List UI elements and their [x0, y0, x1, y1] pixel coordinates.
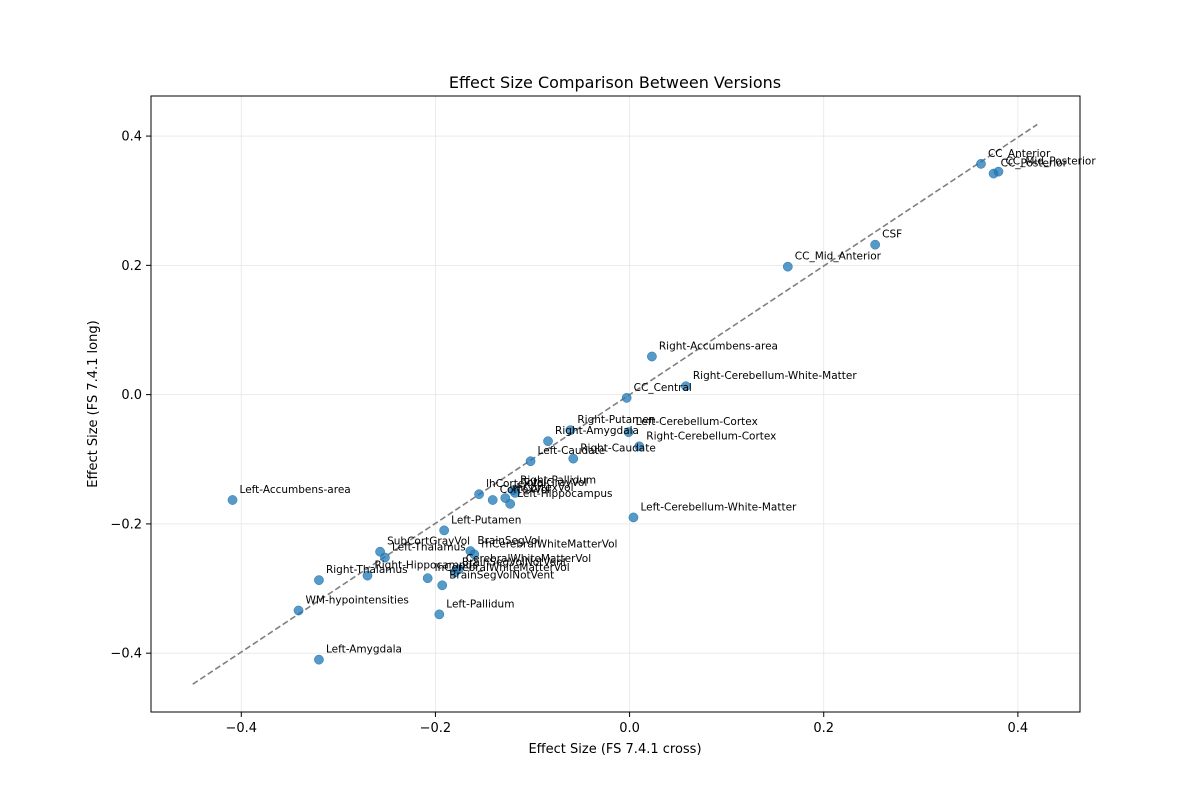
data-point [568, 453, 579, 464]
point-label: Left-Putamen [451, 514, 521, 526]
point-label: Right-Cerebellum-White-Matter [693, 370, 857, 382]
x-axis-title: Effect Size (FS 7.4.1 cross) [528, 742, 701, 757]
point-label: Left-Amygdala [326, 644, 402, 656]
x-tick-label: 0.0 [619, 721, 640, 736]
data-point [565, 425, 576, 436]
point-label: Left-Thalamus [392, 542, 466, 554]
point-label: CC_Anterior [988, 148, 1051, 160]
point-label: Left-Cerebellum-White-Matter [640, 501, 797, 513]
point-label: Right-Hippocampus [374, 560, 477, 572]
x-tick-label: 0.2 [813, 721, 834, 736]
grid-lines [151, 96, 1080, 712]
y-tick-label: 0.4 [121, 130, 142, 145]
data-point [437, 580, 448, 591]
point-label: Right-Putamen [577, 414, 655, 426]
point-label: Left-Pallidum [446, 598, 514, 610]
data-point [988, 168, 999, 179]
point-label: CC_Mid_Anterior [795, 251, 882, 263]
data-point [487, 495, 498, 505]
point-label: Right-Amygdala [555, 425, 639, 437]
point-label: SubCortGrayVol [387, 536, 470, 548]
plot-frame [150, 95, 1081, 713]
x-tick-label: −0.4 [225, 721, 257, 736]
chart-title: Effect Size Comparison Between Versions [449, 73, 781, 92]
identity-reference-line [192, 123, 1038, 685]
x-tick-label: 0.4 [1008, 721, 1029, 736]
x-tick-label: −0.2 [420, 721, 452, 736]
points-layer [227, 159, 1004, 665]
point-label: Left-Accumbens-area [240, 484, 351, 496]
data-point [505, 499, 516, 509]
y-axis-title: Effect Size (FS 7.4.1 long) [86, 320, 101, 487]
data-point [380, 552, 390, 563]
data-point [782, 261, 793, 272]
y-tick-label: 0.2 [121, 259, 142, 274]
point-label: rhCortexVol [512, 482, 573, 494]
data-point [621, 393, 632, 403]
point-label: BrainSegVolNotVent [449, 569, 554, 581]
point-label: Left-Caudate [538, 445, 606, 457]
data-point [870, 239, 881, 250]
point-label: TotalGrayVol [521, 477, 587, 489]
point-label: WM-hypointensities [306, 595, 409, 607]
point-label: CC_Posterior [1001, 158, 1068, 170]
y-tick-label: −0.4 [110, 647, 142, 662]
point-label: Right-Caudate [580, 443, 656, 455]
y-tick-label: 0.0 [121, 388, 142, 403]
data-point [525, 456, 536, 467]
data-point [628, 512, 639, 523]
data-point [293, 605, 304, 616]
point-label: BrainSegVolNotVent [462, 556, 567, 568]
data-point [510, 488, 520, 498]
reference-line-layer [192, 123, 1038, 685]
point-label: CC_Central [634, 382, 692, 394]
point-label: CerebralWhiteMatterVol [466, 553, 591, 565]
data-point [439, 525, 450, 536]
data-point [976, 159, 986, 169]
data-point [623, 427, 634, 437]
y-tick-label: −0.2 [110, 517, 142, 532]
point-label: Right-Pallidum [520, 474, 596, 486]
data-point [227, 495, 238, 505]
data-point [314, 654, 324, 665]
data-point [647, 351, 657, 362]
point-label: CSF [882, 229, 902, 241]
point-label: Left-Cerebellum-Cortex [636, 416, 758, 428]
point-label: CC_Mid_Posterior [1005, 156, 1096, 168]
point-label: CortexVol [500, 484, 550, 496]
data-point [634, 441, 645, 452]
point-label: Left-Hippocampus [517, 488, 612, 500]
axis-ticks: −0.4 −0.2 0.0 0.2 0.4 −0.4 −0.2 0.0 0.2 0.4 [110, 130, 1028, 736]
point-label: lhCortexVol [486, 478, 546, 490]
data-point [543, 436, 553, 447]
data-point [681, 381, 691, 392]
point-label: BrainSegVol [477, 535, 540, 547]
data-point [469, 549, 480, 560]
data-point [449, 567, 460, 578]
point-label: Right-Cerebellum-Cortex [646, 430, 776, 442]
data-point [362, 570, 373, 581]
data-point [474, 489, 484, 500]
point-label: Right-Thalamus [326, 564, 408, 576]
data-point [434, 609, 445, 620]
data-point [422, 573, 433, 584]
data-point [314, 575, 324, 585]
point-label: Right-Accumbens-area [659, 340, 778, 352]
point-label: rhCerebralWhiteMatterVol [481, 538, 617, 550]
point-label: lhCerebralWhiteMatterVol [435, 562, 570, 574]
